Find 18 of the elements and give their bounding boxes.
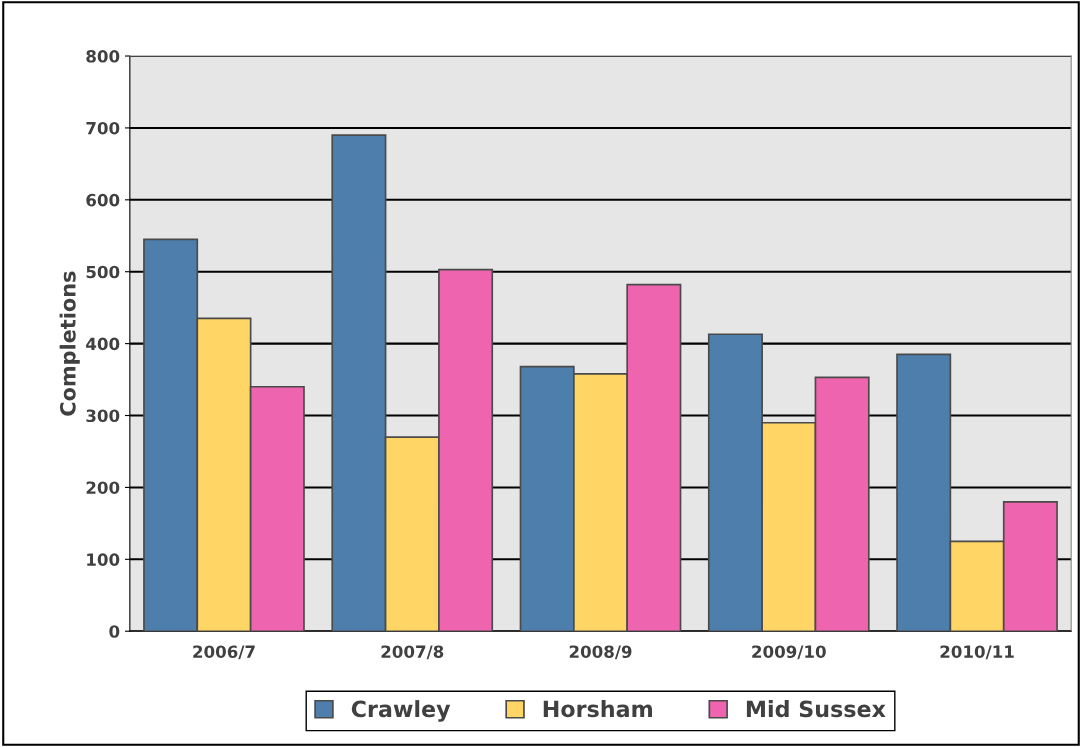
y-tick-label: 300 <box>86 409 120 423</box>
y-tick-label: 600 <box>86 193 120 207</box>
x-tick-label: 2008/9 <box>569 645 632 660</box>
x-tick-label: 2009/10 <box>752 645 826 660</box>
y-tick-label: 800 <box>86 49 120 63</box>
y-tick-label: 200 <box>86 481 120 494</box>
legend-label: Horsham <box>543 700 652 718</box>
y-tick-label: 0 <box>109 625 120 638</box>
y-tick-label: 500 <box>86 265 120 279</box>
legend-label: Crawley <box>351 700 451 722</box>
y-axis-title: Completions <box>59 271 80 416</box>
y-tick-label: 100 <box>87 553 120 566</box>
x-tick-label: 2006/7 <box>193 645 255 660</box>
y-tick-label: 700 <box>86 121 120 135</box>
x-tick-label: 2010/11 <box>940 645 1014 660</box>
y-tick-label: 400 <box>86 337 120 351</box>
x-tick-label: 2007/8 <box>381 645 444 660</box>
legend-label: Mid Sussex <box>746 700 886 718</box>
